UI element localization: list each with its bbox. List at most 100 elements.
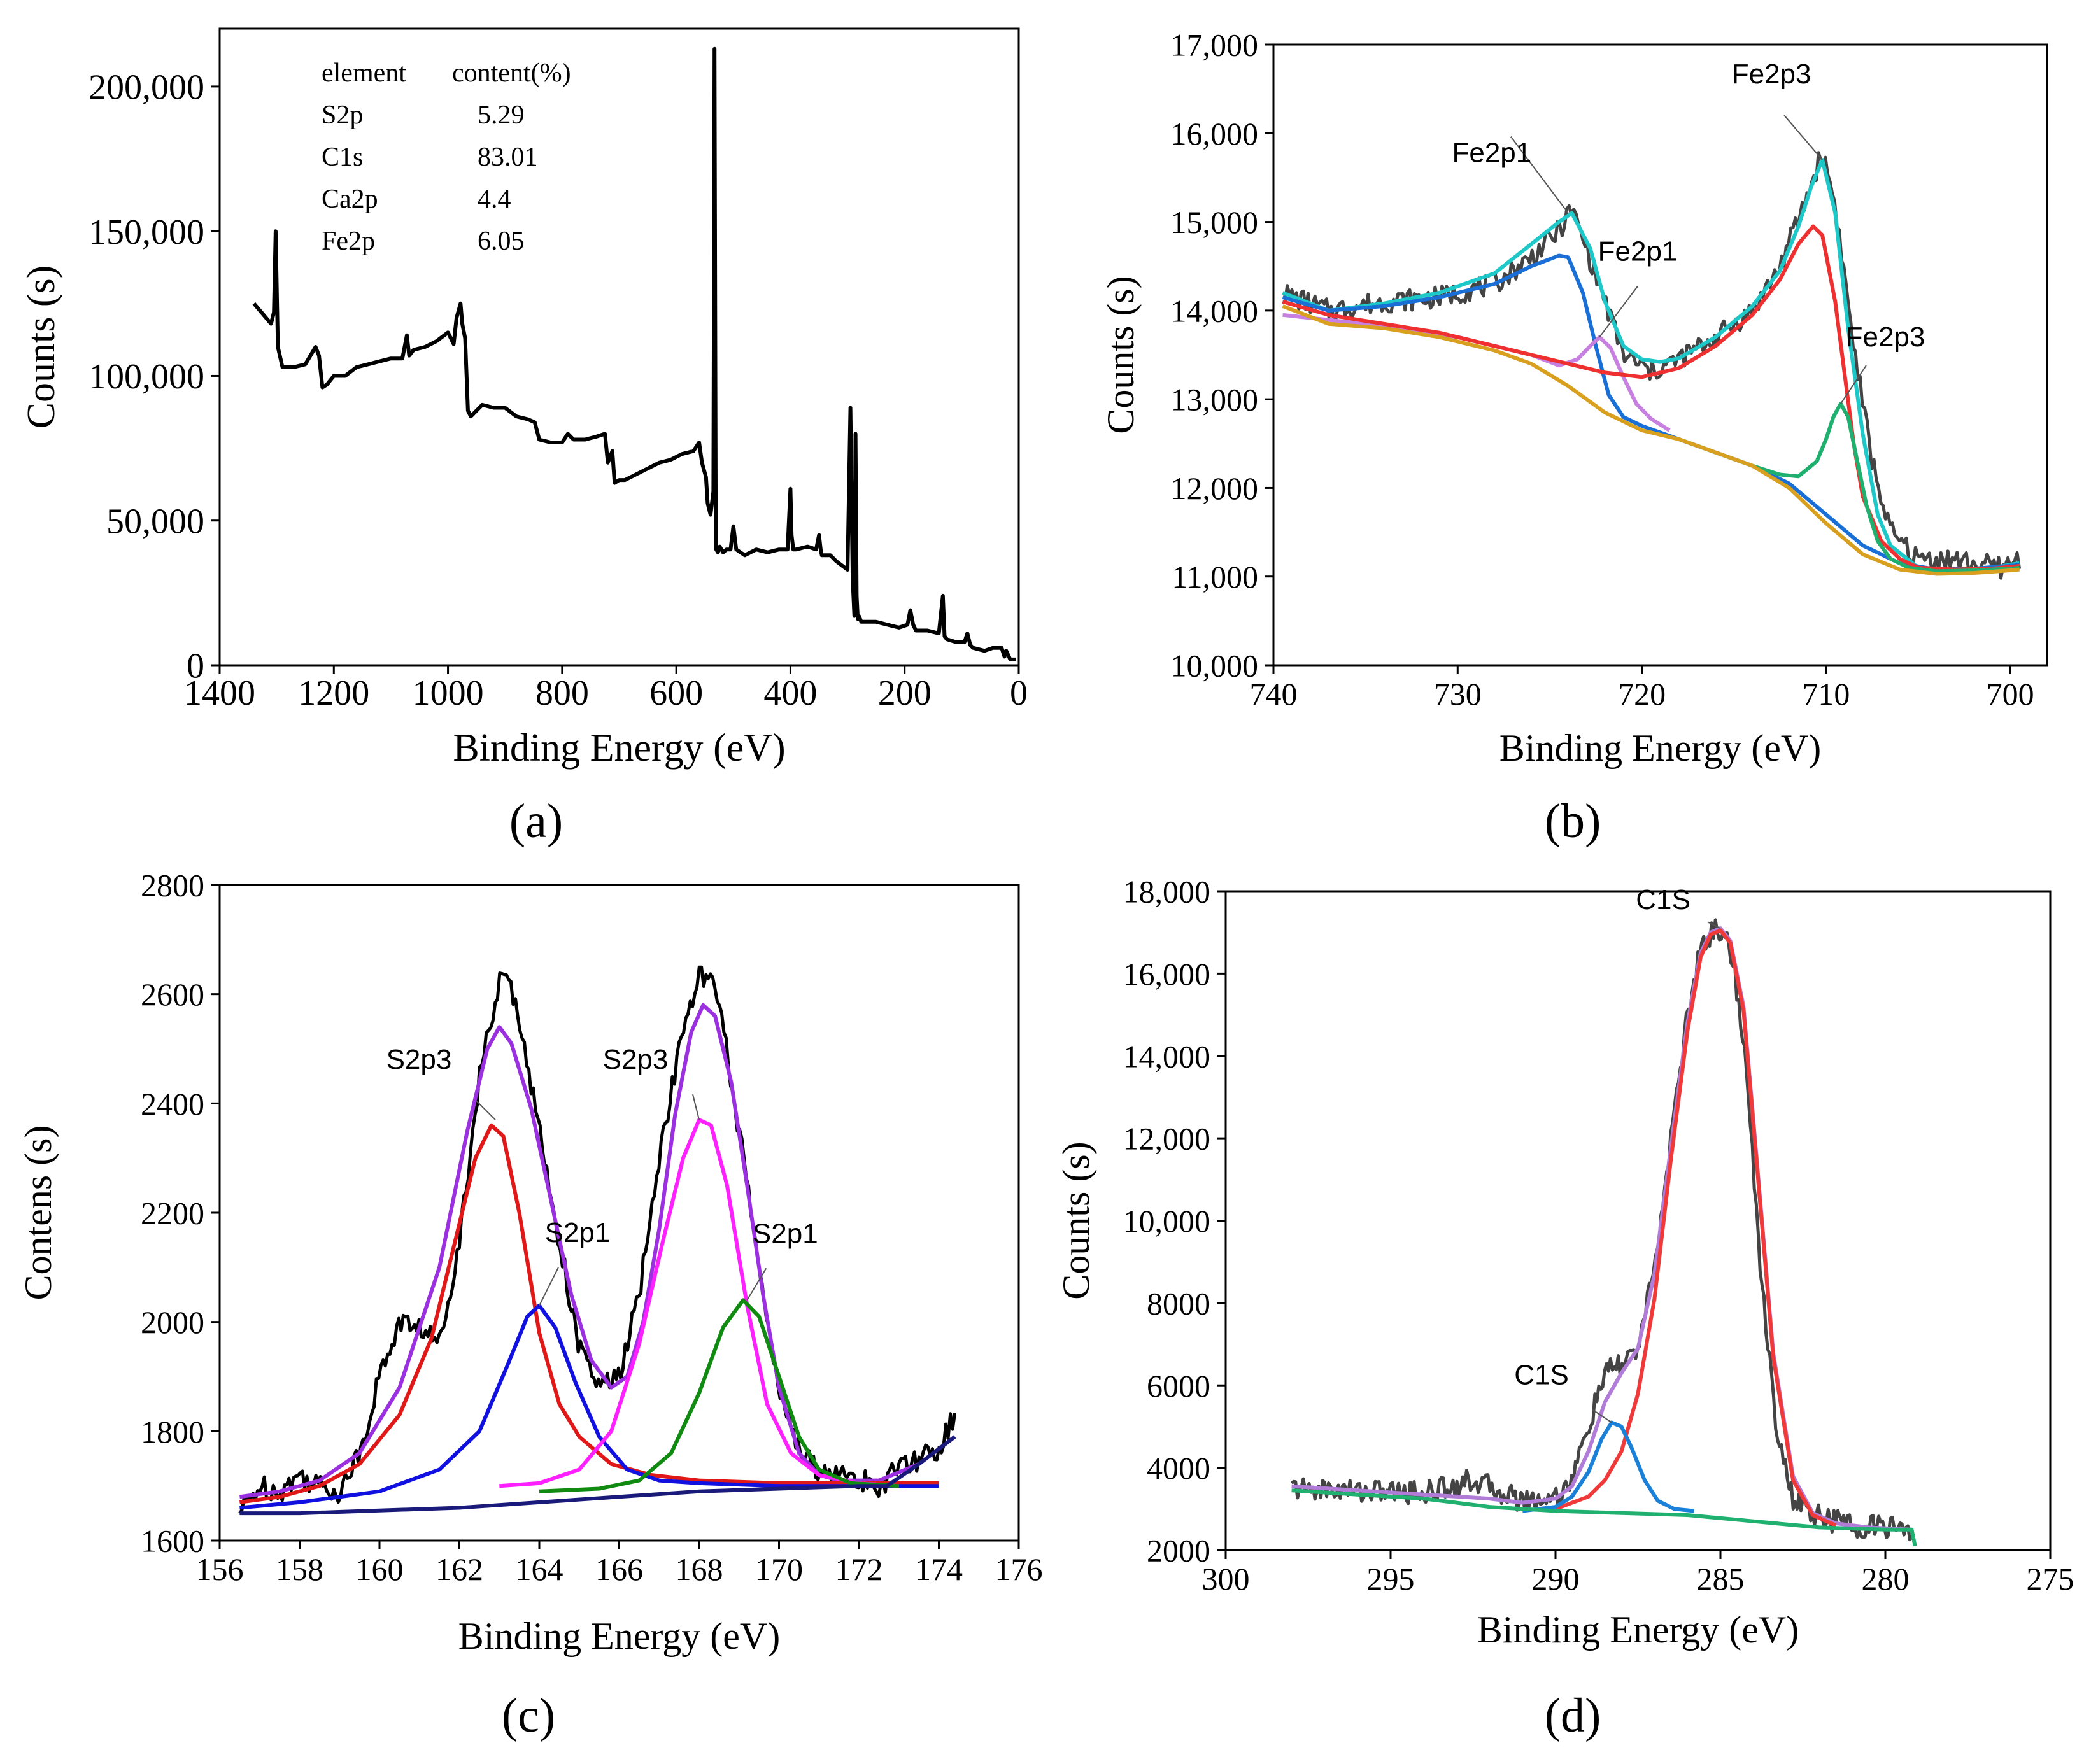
annotation-leader-d — [1707, 921, 1721, 929]
x-tick-label-a: 1400 — [184, 674, 255, 713]
x-tick-label-c: 156 — [196, 1551, 244, 1587]
y-tick-label-c: 2400 — [141, 1086, 204, 1122]
x-tick-label-a: 600 — [649, 674, 703, 713]
y-tick-label-c: 1800 — [141, 1414, 204, 1450]
series-b-raw — [1282, 151, 2022, 580]
x-tick-label-b: 740 — [1250, 676, 1298, 712]
y-tick-label-c: 1600 — [141, 1523, 204, 1559]
x-tick-label-c: 158 — [276, 1551, 323, 1587]
panel-b: 740 730 720 710 700 10,000 11,000 12,000 13,000 1… — [1100, 27, 2048, 769]
y-axis-label-a: Counts (s) — [20, 265, 63, 429]
annotation-label-b: Fe2p1 — [1598, 236, 1678, 267]
annotation-label-c: S2p1 — [753, 1218, 818, 1249]
series-d-c1s-main-red- — [1554, 928, 1837, 1527]
x-tick-label-c: 164 — [516, 1551, 563, 1587]
caption-c: (c) — [502, 1689, 555, 1742]
y-tick-label-d: 18,000 — [1123, 874, 1211, 910]
series-c-s2p3-magenta- — [499, 1118, 900, 1488]
y-tick-label-b: 15,000 — [1171, 204, 1259, 240]
y-tick-label-c: 2800 — [141, 868, 204, 903]
table-header-content: content(%) — [452, 59, 571, 88]
x-tick-label-d: 275 — [2027, 1561, 2074, 1597]
x-tick-label-c: 160 — [356, 1551, 404, 1587]
y-tick-label-b: 13,000 — [1171, 382, 1259, 418]
annotation-label-b: Fe2p1 — [1452, 138, 1531, 169]
y-tick-label-d: 10,000 — [1123, 1203, 1211, 1239]
y-tick-label-d: 14,000 — [1123, 1038, 1211, 1074]
series-b-fit-envelope — [1282, 158, 2020, 572]
x-tick-label-a: 1000 — [413, 674, 484, 713]
y-tick-label-c: 2600 — [141, 977, 204, 1012]
y-tick-label-a: 200,000 — [89, 68, 204, 108]
x-tick-label-d: 280 — [1862, 1561, 1910, 1597]
y-axis-label-d: Counts (s) — [1055, 1141, 1097, 1299]
annotation-leader-b — [1783, 115, 1823, 160]
x-tick-label-c: 168 — [676, 1551, 723, 1587]
y-tick-label-d: 16,000 — [1123, 956, 1211, 992]
plot-area-a — [252, 46, 1016, 661]
x-tick-label-c: 162 — [436, 1551, 483, 1587]
series-c-s2p3-red- — [239, 1123, 939, 1504]
x-tick-label-b: 710 — [1802, 676, 1850, 712]
y-tick-label-b: 16,000 — [1171, 116, 1259, 152]
caption-b: (b) — [1545, 794, 1601, 848]
annotation-label-c: S2p3 — [603, 1044, 669, 1075]
series-b-background — [1282, 304, 2020, 576]
table-cell-content: 5.29 — [478, 101, 525, 130]
y-tick-label-b: 10,000 — [1171, 648, 1259, 684]
series-c-background — [239, 1435, 956, 1516]
table-cell-element: Ca2p — [322, 185, 378, 214]
annotation-label-c: S2p3 — [386, 1044, 452, 1075]
table-cell-content: 4.4 — [478, 185, 511, 214]
x-tick-label-c: 166 — [595, 1551, 643, 1587]
series-c-s2p1-blue- — [239, 1303, 939, 1510]
annotation-leader-c — [476, 1100, 496, 1120]
axes-frame-a — [218, 27, 1020, 667]
x-tick-label-a: 1200 — [298, 674, 369, 713]
x-tick-label-d: 285 — [1697, 1561, 1745, 1597]
x-tick-label-a: 400 — [763, 674, 817, 713]
y-tick-label-d: 12,000 — [1123, 1121, 1211, 1157]
annotation-leader-d — [1592, 1409, 1612, 1423]
x-axis-label-c: Binding Energy (eV) — [458, 1615, 780, 1657]
y-tick-label-b: 17,000 — [1171, 27, 1259, 63]
panel-c: 156 158 160 162 164 166 168 170 172 174 176 1600 180… — [17, 868, 1043, 1658]
caption-d: (d) — [1545, 1689, 1601, 1742]
y-tick-label-c: 2000 — [141, 1304, 204, 1340]
annotation-leader-c — [692, 1094, 700, 1120]
series-d-background — [1291, 1488, 1917, 1547]
series-c-raw — [238, 965, 957, 1514]
x-tick-label-c: 170 — [755, 1551, 803, 1587]
table-cell-content: 6.05 — [478, 227, 525, 256]
composition-table: element content(%) S2p 5.29 C1s 83.01 Ca2p 4.4 F… — [322, 59, 571, 256]
series-c-envelope — [239, 1003, 956, 1499]
y-tick-label-d: 8000 — [1147, 1285, 1210, 1321]
y-tick-label-a: 50,000 — [106, 502, 204, 541]
annotation-leader-c — [746, 1267, 767, 1301]
plot-area-c — [238, 965, 957, 1516]
annotation-label-b: Fe2p3 — [1732, 59, 1811, 90]
y-tick-label-d: 2000 — [1147, 1533, 1210, 1569]
x-tick-label-b: 730 — [1434, 676, 1482, 712]
panel-d: 300 295 290 285 280 275 2000 4000 6000 8000 10,000… — [1055, 874, 2074, 1651]
y-tick-label-a: 150,000 — [89, 213, 204, 252]
series-b-fe2p3-green- — [1678, 402, 2020, 574]
x-tick-label-d: 290 — [1532, 1561, 1580, 1597]
annotation-leader-c — [539, 1267, 559, 1306]
annotation-label-b: Fe2p3 — [1846, 321, 1925, 353]
series-b-fe2p1-blue- — [1282, 253, 2020, 572]
x-tick-label-c: 172 — [835, 1551, 883, 1587]
series-d-c1s-minor-blue- — [1522, 1420, 1694, 1513]
x-tick-label-b: 700 — [1987, 676, 2034, 712]
x-tick-label-d: 300 — [1202, 1561, 1250, 1597]
x-axis-label-a: Binding Energy (eV) — [453, 726, 785, 770]
y-tick-label-b: 14,000 — [1171, 293, 1259, 328]
x-tick-label-b: 720 — [1618, 676, 1666, 712]
series-c-s2p1-green- — [539, 1298, 899, 1493]
x-tick-label-a: 200 — [878, 674, 932, 713]
x-tick-label-c: 176 — [995, 1551, 1043, 1587]
y-axis-label-b: Counts (s) — [1100, 276, 1142, 434]
plot-area-d — [1290, 918, 1917, 1547]
x-tick-label-a: 0 — [1010, 674, 1028, 713]
